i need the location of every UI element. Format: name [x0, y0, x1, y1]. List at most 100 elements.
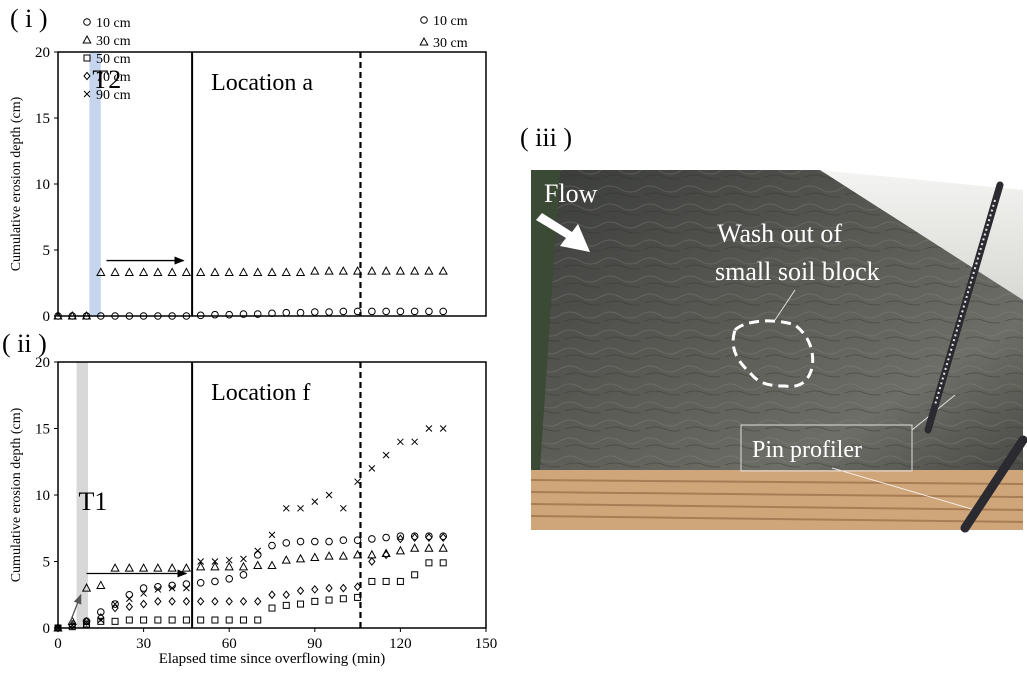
data-point — [311, 498, 319, 506]
data-point — [254, 616, 262, 624]
data-point — [154, 586, 162, 593]
data-point — [268, 309, 276, 318]
y-tick-label: 15 — [35, 422, 50, 438]
pin-profiler-scale — [934, 199, 996, 406]
pin-leader-line-lower — [831, 467, 976, 511]
data-point — [410, 532, 419, 541]
washout-leader-line — [774, 289, 796, 321]
data-point — [325, 537, 333, 546]
x-tick-label: 30 — [136, 636, 151, 652]
data-point — [396, 532, 405, 541]
data-point — [368, 577, 376, 585]
annotation-arrows — [68, 569, 188, 625]
data-point — [353, 536, 362, 545]
data-point — [310, 552, 320, 562]
data-point — [339, 583, 347, 593]
data-point — [239, 616, 247, 624]
data-point — [424, 266, 434, 275]
data-point — [139, 584, 148, 592]
data-point — [183, 584, 190, 592]
data-point — [96, 580, 106, 589]
data-point — [311, 585, 319, 594]
data-point — [367, 549, 377, 559]
data-point — [411, 438, 419, 446]
data-point — [396, 577, 404, 585]
legend-label: 10 cm — [96, 16, 131, 31]
data-point — [296, 308, 305, 317]
pin-profiler-rod-lower — [960, 435, 1027, 533]
data-point — [267, 267, 277, 276]
data-point — [439, 559, 447, 567]
data-point — [211, 310, 219, 319]
data-point — [382, 307, 390, 316]
data-point — [339, 307, 348, 316]
event-label: T2 — [92, 65, 121, 94]
data-point — [168, 584, 176, 592]
data-point — [225, 597, 233, 606]
location-label: Location f — [211, 380, 310, 406]
data-point — [225, 616, 233, 624]
data-point — [111, 600, 119, 608]
data-point — [196, 267, 206, 276]
data-point — [425, 559, 433, 567]
data-point — [239, 310, 248, 318]
data-point — [225, 574, 233, 583]
y-axis-label: Cumulative erosion depth (cm) — [9, 96, 24, 271]
legend-marker — [83, 18, 91, 26]
data-point — [182, 312, 191, 320]
data-point — [154, 597, 162, 606]
data-point — [354, 478, 361, 486]
y-tick-label: 0 — [43, 309, 51, 325]
legend-marker — [83, 71, 91, 81]
legend-item: 30 cm — [82, 34, 131, 49]
data-point — [238, 561, 249, 571]
pin-label: Pin profiler — [752, 437, 862, 463]
data-point — [197, 616, 205, 624]
data-point — [154, 312, 162, 320]
data-point — [240, 555, 247, 563]
data-point — [410, 266, 420, 275]
data-point — [282, 539, 291, 547]
data-point — [125, 602, 133, 612]
washout-label-line1: Wash out of — [717, 219, 842, 248]
data-point — [267, 560, 277, 569]
x-tick-label: 90 — [307, 636, 322, 652]
data-point — [296, 586, 305, 596]
panel-label-i: ( i ) — [10, 4, 48, 33]
data-point — [268, 604, 276, 612]
chart-i: 0 5 10 15 20 Cumulative erosion depth (cm) L… — [9, 14, 487, 325]
data-point — [81, 310, 92, 320]
data-point — [139, 599, 148, 609]
data-point — [425, 425, 433, 432]
data-point — [239, 597, 248, 606]
series-70-cm — [54, 533, 447, 633]
data-point — [83, 620, 91, 628]
data-point — [224, 267, 234, 276]
data-point — [311, 537, 319, 546]
data-point — [168, 597, 176, 606]
data-point — [352, 266, 363, 275]
data-point — [254, 547, 262, 555]
data-point — [140, 590, 147, 597]
legend-item: 90 cm — [83, 88, 131, 103]
data-point — [425, 307, 433, 316]
data-point — [311, 597, 319, 605]
data-point — [253, 310, 262, 318]
y-axis-label: Cumulative erosion depth (cm) — [9, 407, 24, 582]
event-band-t1 — [76, 362, 88, 628]
y-tick-label: 10 — [35, 177, 50, 193]
data-point — [196, 578, 205, 587]
series-10-cm — [54, 307, 448, 320]
data-point — [324, 266, 334, 275]
data-point — [282, 504, 290, 512]
data-point — [125, 616, 133, 624]
data-point — [54, 623, 62, 633]
event-label: T1 — [79, 487, 108, 516]
data-point — [139, 312, 148, 320]
data-point — [96, 267, 106, 276]
legend-item: 30 cm — [419, 36, 468, 51]
data-point — [211, 558, 219, 565]
data-point — [54, 624, 62, 632]
panel-label-ii: ( ii ) — [2, 329, 47, 358]
